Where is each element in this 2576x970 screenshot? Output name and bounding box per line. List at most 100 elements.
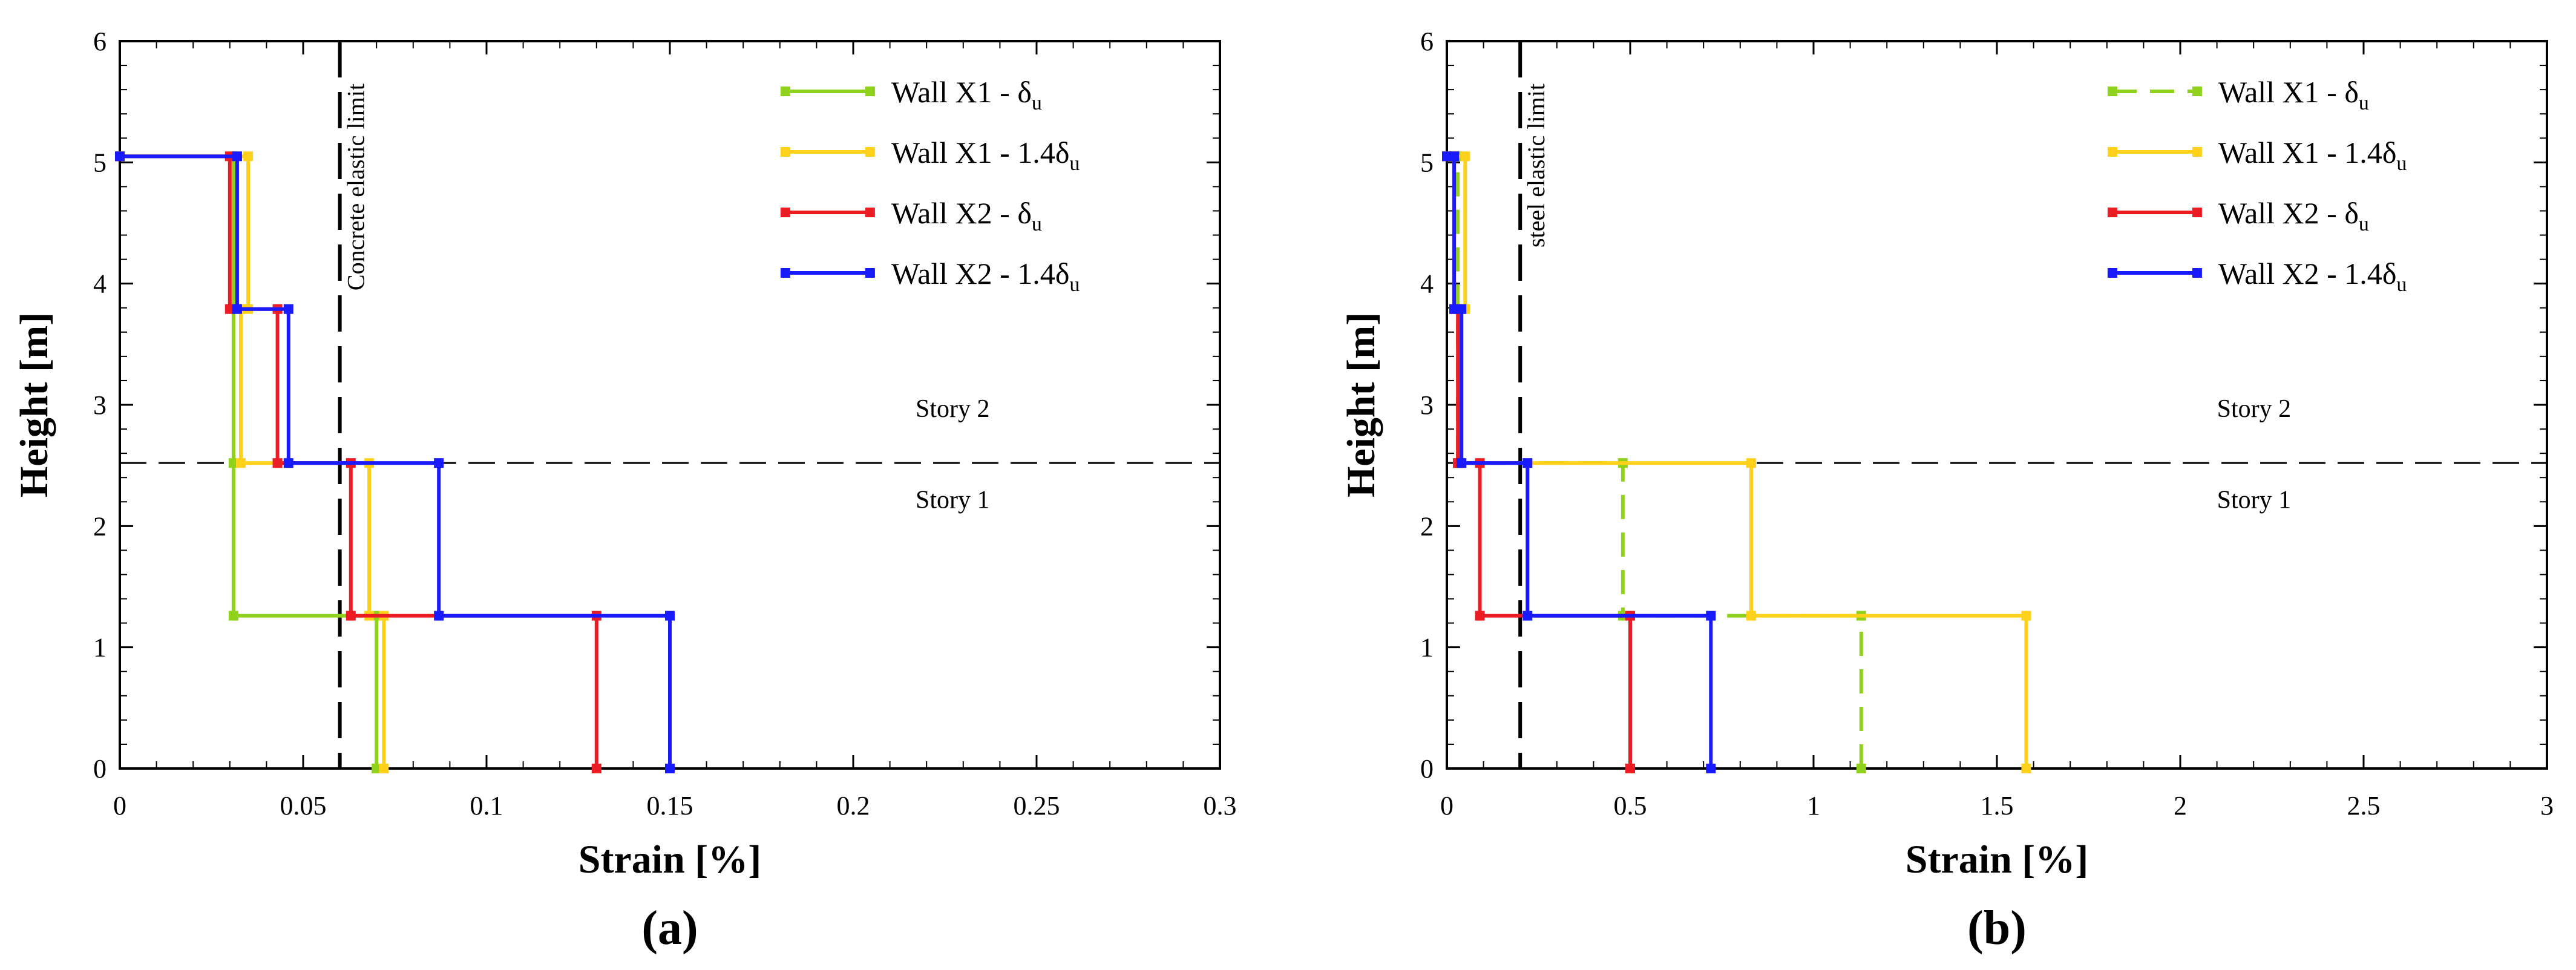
series-point — [1457, 304, 1467, 314]
series-point — [346, 611, 356, 621]
y-tick-label: 5 — [1420, 148, 1434, 177]
x-tick-label: 1.5 — [1981, 791, 2014, 821]
x-axis-title: Strain [%] — [578, 837, 761, 882]
series-point — [243, 151, 254, 162]
series-point — [232, 151, 242, 162]
series-point — [272, 458, 283, 468]
series-point — [1706, 764, 1716, 773]
y-tick-label: 2 — [93, 511, 107, 541]
series-point — [665, 764, 675, 773]
story-label: Story 1 — [916, 486, 990, 514]
series-point — [2021, 764, 2031, 773]
series-point — [2021, 611, 2031, 621]
legend-marker — [2192, 268, 2202, 278]
x-tick-label: 0.05 — [280, 791, 327, 821]
series-point — [1475, 611, 1485, 621]
series-point — [283, 458, 293, 468]
legend-marker — [780, 268, 790, 278]
y-axis-title: Height [m] — [12, 312, 56, 497]
legend-label-2: Wall X2 - δu — [2218, 196, 2369, 235]
legend-label-3: Wall X2 - 1.4δu — [891, 257, 1080, 296]
series-point — [232, 304, 242, 314]
y-tick-label: 5 — [93, 148, 107, 177]
series-point — [591, 764, 601, 773]
x-axis-title: Strain [%] — [1906, 837, 2088, 882]
series-point — [1449, 151, 1460, 162]
legend-marker — [780, 147, 790, 157]
y-tick-label: 6 — [93, 27, 107, 56]
series-point — [1522, 611, 1533, 621]
x-tick-label: 0 — [1440, 791, 1454, 821]
legend-marker — [780, 87, 790, 96]
series-point — [434, 458, 444, 468]
series-point — [1460, 151, 1470, 162]
x-tick-label: 0.15 — [647, 791, 693, 821]
series-line-1 — [1447, 154, 2028, 768]
x-tick-label: 0.1 — [470, 791, 503, 821]
legend-label-3: Wall X2 - 1.4δu — [2218, 257, 2407, 296]
panel-label: (a) — [641, 902, 698, 955]
legend-marker — [2107, 208, 2117, 217]
chart-panel-b: 0 0.5 1 1.5 2 2.5 3 0 1 2 3 4 5 6 Strain [%] Height [m]… — [1339, 27, 2554, 955]
legend-marker — [2107, 268, 2117, 278]
series-point — [1449, 304, 1460, 314]
legend-label-1: Wall X1 - 1.4δu — [891, 136, 1080, 175]
series-point — [228, 458, 238, 468]
x-tick-label: 0.5 — [1614, 791, 1647, 821]
elastic-limit-label: steel elastic limit — [1522, 84, 1550, 247]
series-point — [1746, 458, 1756, 468]
series-point — [665, 611, 675, 621]
y-tick-label: 0 — [93, 754, 107, 784]
x-tick-label: 0.25 — [1014, 791, 1060, 821]
x-tick-label: 1 — [1807, 791, 1820, 821]
story-label: Story 1 — [2217, 486, 2292, 514]
legend-label-2: Wall X2 - δu — [891, 196, 1042, 235]
legend-marker — [865, 87, 875, 96]
series-point — [235, 458, 246, 468]
legend-marker — [865, 208, 875, 217]
story-label: Story 2 — [916, 395, 990, 423]
series-point — [1442, 151, 1452, 162]
series-point — [379, 764, 389, 773]
y-axis-title: Height [m] — [1339, 312, 1383, 497]
x-tick-label: 0.3 — [1204, 791, 1237, 821]
series-point — [1522, 458, 1533, 468]
series-point — [115, 151, 125, 162]
x-tick-label: 2 — [2174, 791, 2187, 821]
y-tick-label: 0 — [1420, 754, 1434, 784]
y-tick-label: 4 — [1420, 269, 1434, 299]
y-tick-label: 3 — [1420, 390, 1434, 420]
y-tick-label: 1 — [93, 633, 107, 663]
series-point — [1625, 764, 1635, 773]
legend-marker — [865, 268, 875, 278]
panel-label: (b) — [1967, 902, 2027, 955]
chart-panel-a: 0 0.05 0.1 0.15 0.2 0.25 0.3 0 1 2 3 4 5 6 Strain [%] H… — [12, 27, 1237, 955]
series-point — [1746, 611, 1756, 621]
x-tick-label: 0.2 — [837, 791, 870, 821]
y-tick-label: 4 — [93, 269, 107, 299]
story-label: Story 2 — [2217, 395, 2292, 423]
series-point — [283, 304, 293, 314]
legend-marker — [780, 208, 790, 217]
legend-marker — [2192, 87, 2202, 96]
series-point — [372, 764, 382, 773]
y-tick-label: 1 — [1420, 633, 1434, 663]
legend-marker — [2192, 147, 2202, 157]
legend-marker — [2192, 208, 2202, 217]
legend-marker — [2107, 87, 2117, 96]
elastic-limit-label: Concrete elastic limit — [342, 84, 370, 290]
y-tick-label: 6 — [1420, 27, 1434, 56]
series-point — [1856, 764, 1866, 773]
y-tick-label: 3 — [93, 390, 107, 420]
legend-marker — [865, 147, 875, 157]
legend-marker — [2107, 147, 2117, 157]
x-tick-label: 0 — [113, 791, 126, 821]
series-point — [1706, 611, 1716, 621]
series-point — [224, 304, 235, 314]
legend-label-0: Wall X1 - δu — [891, 75, 1042, 114]
series-point — [228, 611, 238, 621]
series-point — [434, 611, 444, 621]
x-tick-label: 2.5 — [2347, 791, 2381, 821]
series-point — [1457, 458, 1467, 468]
